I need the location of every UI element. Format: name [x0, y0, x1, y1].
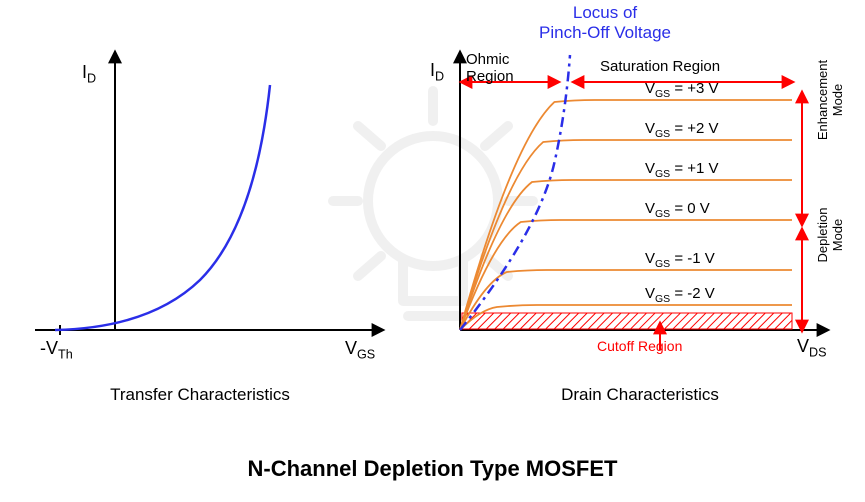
right-x-label: VDS [797, 336, 827, 360]
ohmic-label: OhmicRegion [466, 52, 514, 85]
vgs-label-4: VGS = -1 V [645, 250, 715, 270]
drain-curve-0 [460, 100, 792, 330]
transfer-curve [55, 85, 270, 330]
enhancement-label: EnhancementMode [815, 40, 845, 160]
right-subtitle: Drain Characteristics [510, 385, 770, 405]
main-title: N-Channel Depletion Type MOSFET [0, 456, 865, 482]
locus-label: Locus of Pinch-Off Voltage [505, 3, 705, 43]
cutoff-region [462, 313, 792, 329]
drain-curves [460, 100, 792, 330]
drain-curve-2 [460, 180, 792, 330]
left-x-tick: -VTh [40, 338, 73, 362]
vgs-label-3: VGS = 0 V [645, 200, 710, 220]
vgs-label-5: VGS = -2 V [645, 285, 715, 305]
left-subtitle: Transfer Characteristics [70, 385, 330, 405]
transfer-chart [35, 55, 380, 335]
drain-curve-1 [460, 140, 792, 330]
depletion-label: DepletionMode [815, 190, 845, 280]
left-y-label: ID [82, 62, 96, 86]
vgs-label-0: VGS = +3 V [645, 80, 719, 100]
cutoff-label: Cutoff Region [597, 338, 682, 354]
vgs-label-1: VGS = +2 V [645, 120, 719, 140]
left-x-label: VGS [345, 338, 375, 362]
vgs-label-2: VGS = +1 V [645, 160, 719, 180]
right-y-label: ID [430, 60, 444, 84]
saturation-label: Saturation Region [600, 58, 720, 75]
drain-chart [460, 55, 825, 350]
